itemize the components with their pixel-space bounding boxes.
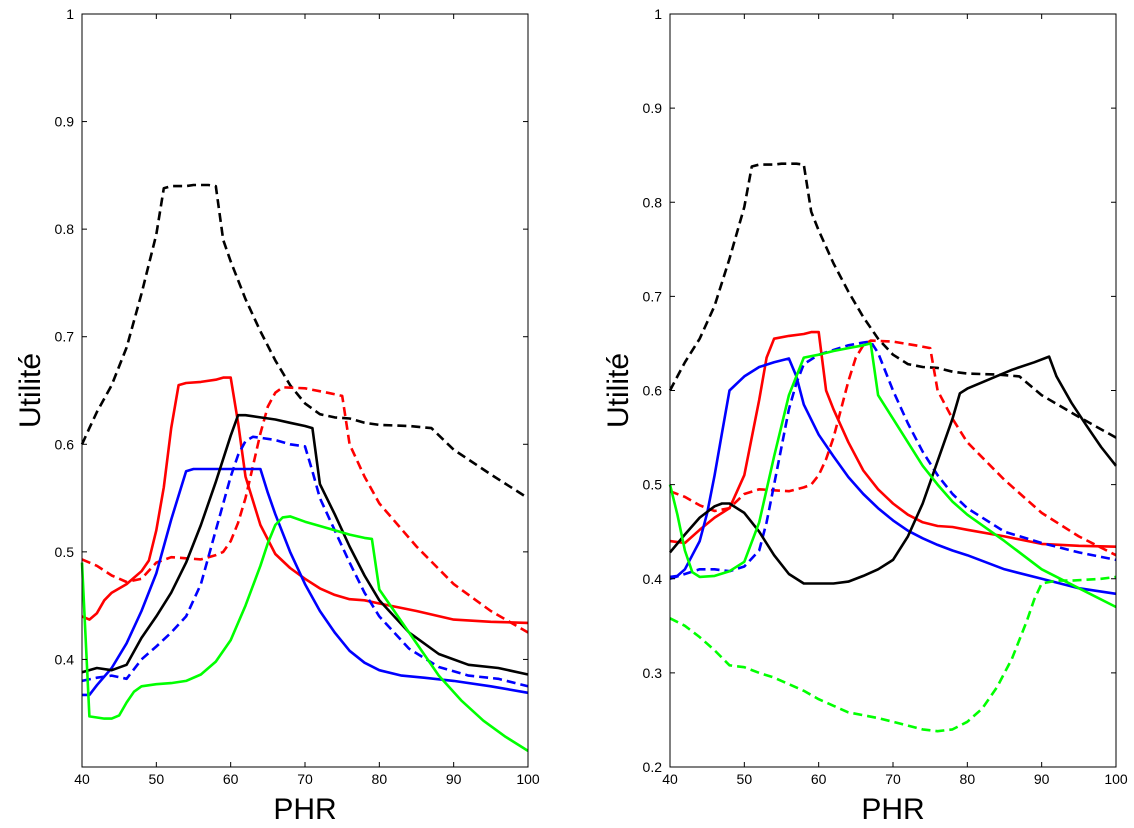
series-line-1 [669, 330, 1117, 548]
y-tick-label: 0.7 [643, 288, 663, 304]
y-tick-label: 1 [66, 6, 74, 22]
x-tick-label: 70 [885, 771, 901, 787]
x-tick-label: 90 [446, 771, 462, 787]
x-tick-label: 90 [1034, 771, 1050, 787]
y-tick-label: 0.5 [643, 477, 663, 493]
x-tick-label: 80 [960, 771, 976, 787]
series-line-2 [669, 339, 1117, 557]
series-line-4 [81, 435, 529, 688]
series-line-5 [81, 413, 529, 676]
y-tick-label: 1 [654, 6, 662, 22]
x-tick-label: 60 [811, 771, 827, 787]
y-tick-label: 0.8 [643, 194, 663, 210]
series-line-1 [81, 376, 529, 625]
left-chart-panel: 40 50 60 70 80 90 100 0.4 0.5 0.6 0.7 0.8 0.9 1 PHR Uti… [14, 6, 540, 826]
x-axis-label: PHR [861, 793, 924, 826]
series-line-7 [669, 575, 1117, 733]
y-tick-label: 0.9 [643, 100, 663, 116]
y-tick-label: 0.5 [55, 544, 75, 560]
y-axis-label: Utilité [14, 353, 47, 428]
y-tick-label: 0.6 [643, 383, 663, 399]
y-axis-label: Utilité [602, 353, 635, 428]
x-axis-label: PHR [273, 793, 336, 826]
y-tick-label: 0.7 [55, 329, 75, 345]
y-tick-label: 0.9 [55, 114, 75, 130]
series-line-6 [668, 342, 1117, 609]
axes-frame [669, 13, 1117, 768]
series-line-3 [82, 467, 529, 697]
x-tick-label: 80 [372, 771, 388, 787]
x-tick-label: 50 [737, 771, 753, 787]
series-line-5 [669, 355, 1118, 585]
x-tick-label: 100 [516, 771, 540, 787]
x-tick-label: 100 [1104, 771, 1128, 787]
series-line-0 [668, 162, 1117, 439]
series-line-0 [80, 183, 529, 500]
y-tick-label: 0.8 [55, 221, 75, 237]
x-tick-label: 60 [223, 771, 239, 787]
y-tick-label: 0.4 [643, 571, 663, 587]
x-tick-label: 70 [297, 771, 313, 787]
x-tick-label: 40 [662, 771, 678, 787]
y-tick-label: 0.2 [643, 759, 663, 775]
right-chart-panel: 40 50 60 70 80 90 100 0.2 0.3 0.4 0.5 0.6 0.7 0.8 0.9 1… [602, 6, 1128, 826]
y-tick-label: 0.3 [643, 665, 663, 681]
x-tick-label: 40 [74, 771, 90, 787]
series-line-6 [80, 515, 529, 753]
y-tick-label: 0.6 [55, 436, 75, 452]
y-tick-label: 0.4 [55, 651, 75, 667]
x-tick-label: 50 [149, 771, 165, 787]
